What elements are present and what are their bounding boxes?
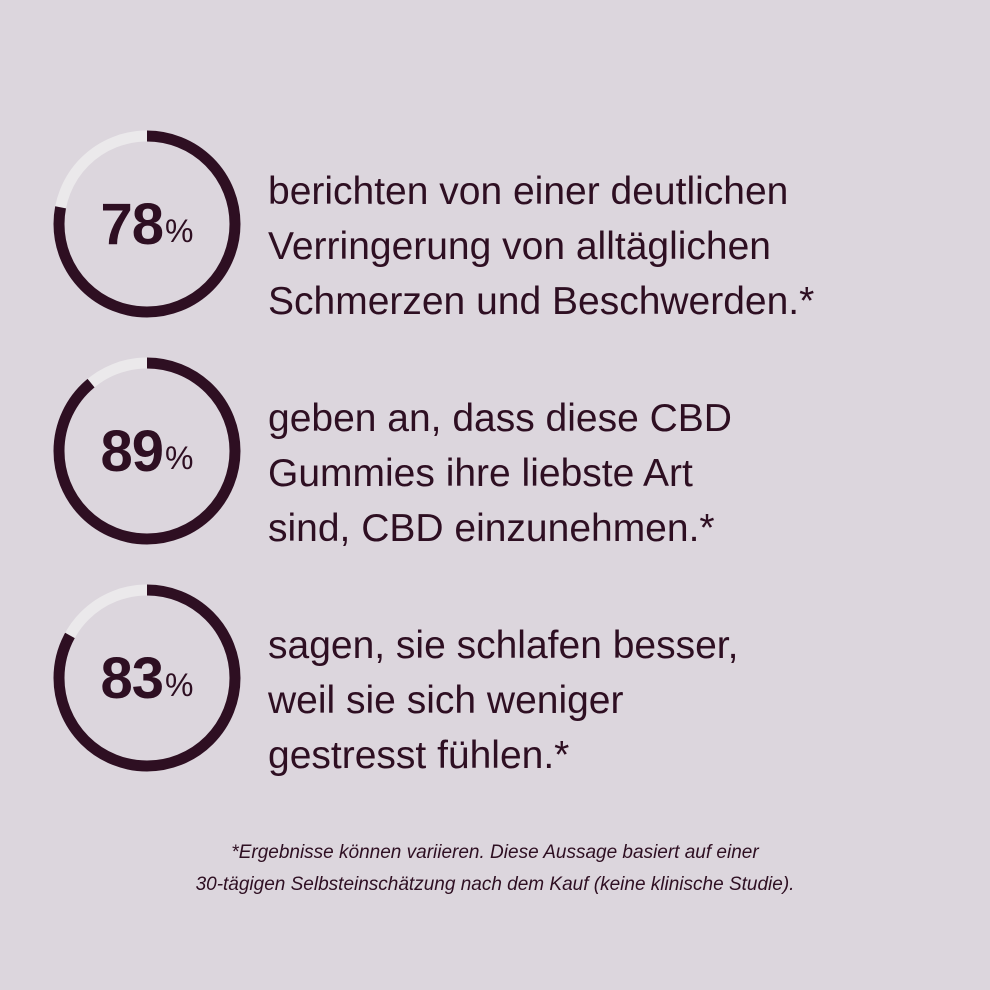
ring-progress-arc xyxy=(53,130,241,318)
stat-83: 83% sagen, sie schlafen besser, weil sie… xyxy=(0,578,990,778)
progress-ring: 78% xyxy=(47,124,247,324)
text-line: geben an, dass diese CBD xyxy=(268,397,732,440)
text-line: berichten von einer deutlichen xyxy=(268,170,789,213)
percent-sign: % xyxy=(165,439,194,476)
stat-description: sagen, sie schlafen besser, weil sie sic… xyxy=(268,618,968,783)
footnote: *Ergebnisse können variieren. Diese Auss… xyxy=(0,837,990,901)
stat-description: berichten von einer deutlichen Verringer… xyxy=(268,164,968,329)
stat-89: 89% geben an, dass diese CBD Gummies ihr… xyxy=(0,351,990,551)
text-line: sind, CBD einzunehmen.* xyxy=(268,507,715,550)
ring-progress-arc xyxy=(53,357,241,545)
text-line: gestresst fühlen.* xyxy=(268,734,570,777)
stat-description: geben an, dass diese CBD Gummies ihre li… xyxy=(268,391,968,556)
text-line: weil sie sich weniger xyxy=(268,679,624,722)
progress-ring: 83% xyxy=(47,578,247,778)
percent-value: 89 xyxy=(100,418,165,484)
text-line: Schmerzen und Beschwerden.* xyxy=(268,280,815,323)
ring-graphic xyxy=(53,130,241,318)
ring-graphic xyxy=(53,357,241,545)
percent-sign: % xyxy=(165,212,194,249)
ring-progress-arc xyxy=(53,584,241,772)
footnote-line: *Ergebnisse können variieren. Diese Auss… xyxy=(231,842,759,863)
text-line: Gummies ihre liebste Art xyxy=(268,452,693,495)
footnote-line: 30-tägigen Selbsteinschätzung nach dem K… xyxy=(195,874,795,895)
text-line: sagen, sie schlafen besser, xyxy=(268,624,739,667)
percent-value: 78 xyxy=(100,191,165,257)
ring-graphic xyxy=(53,584,241,772)
percent-value: 83 xyxy=(100,645,165,711)
text-line: Verringerung von alltäglichen xyxy=(268,225,772,268)
progress-ring: 89% xyxy=(47,351,247,551)
percent-sign: % xyxy=(165,666,194,703)
stat-78: 78% berichten von einer deutlichen Verri… xyxy=(0,124,990,324)
